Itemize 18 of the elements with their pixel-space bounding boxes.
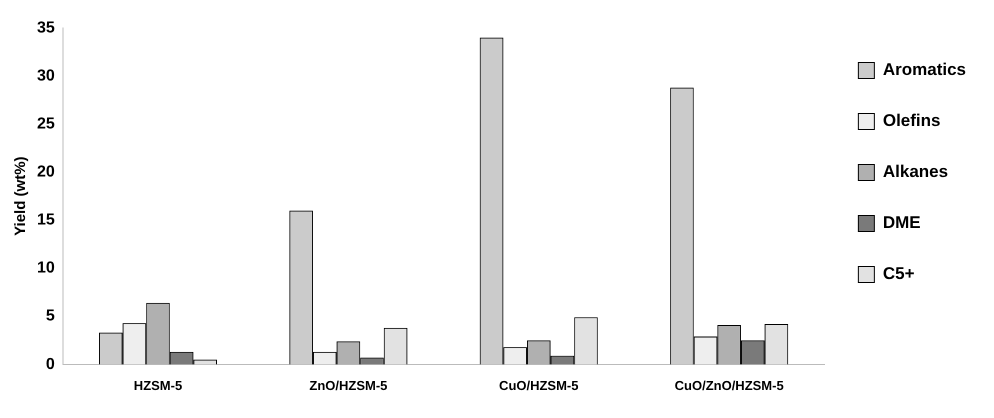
x-tick-label: ZnO/HZSM-5 bbox=[309, 378, 388, 393]
legend-label: Olefins bbox=[882, 111, 940, 130]
y-axis-title: Yield (wt%) bbox=[12, 156, 30, 236]
legend-label: Aromatics bbox=[882, 60, 966, 80]
y-tick-label: 20 bbox=[37, 164, 55, 181]
x-tick-label: HZSM-5 bbox=[134, 378, 182, 393]
y-tick-label: 0 bbox=[46, 356, 55, 373]
legend-label: DME bbox=[882, 213, 921, 232]
legend-label: Alkanes bbox=[882, 162, 948, 182]
y-tick-label: 35 bbox=[37, 19, 55, 36]
x-tick-label: CuO/ZnO/HZSM-5 bbox=[674, 378, 784, 393]
legend-label: C5+ bbox=[882, 264, 915, 284]
y-tick-label: 15 bbox=[37, 212, 55, 229]
y-tick-label: 5 bbox=[46, 308, 55, 325]
y-tick-label: 25 bbox=[37, 116, 55, 133]
y-tick-label: 30 bbox=[37, 67, 55, 84]
x-tick-label: CuO/HZSM-5 bbox=[499, 378, 578, 393]
y-tick-label: 10 bbox=[37, 260, 55, 277]
